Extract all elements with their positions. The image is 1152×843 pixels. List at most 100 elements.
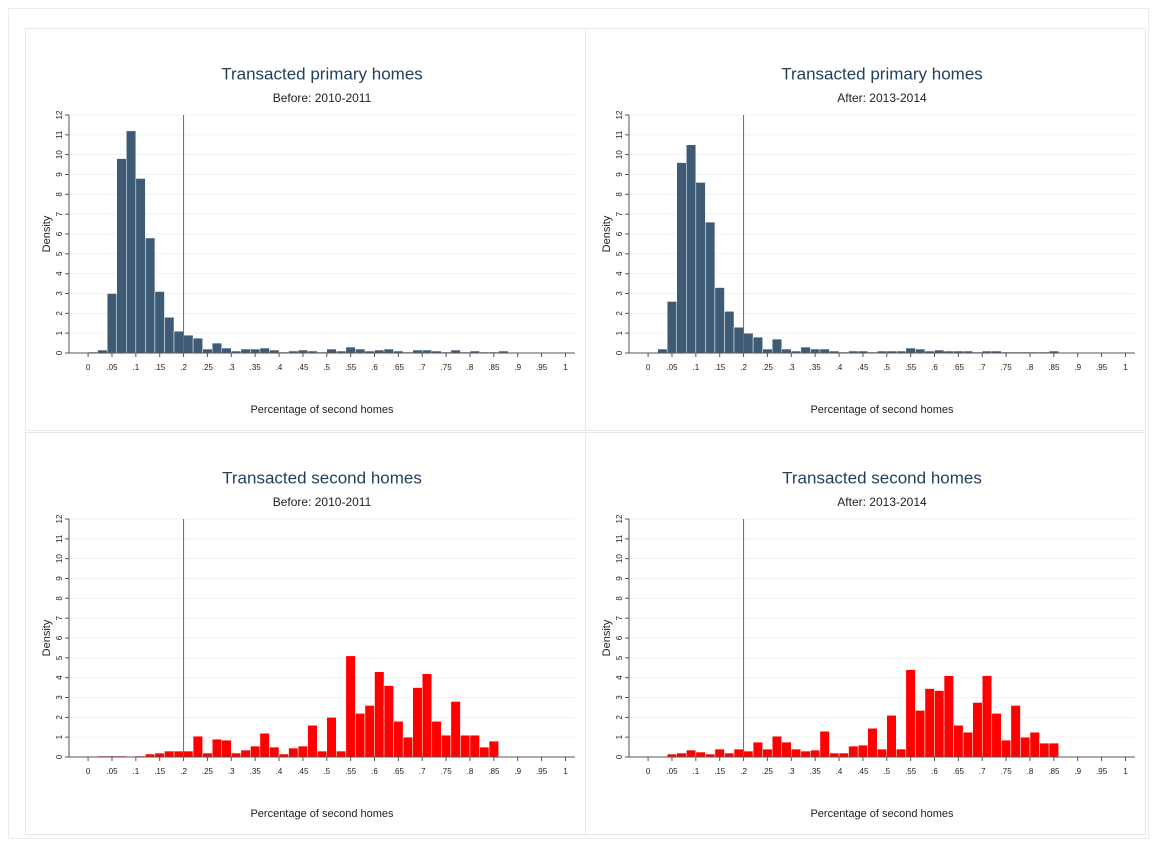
x-tick-label: 1 bbox=[563, 767, 568, 776]
x-tick-label: 1 bbox=[563, 363, 568, 372]
x-tick-label: .65 bbox=[953, 767, 965, 776]
x-tick-label: .55 bbox=[905, 363, 917, 372]
y-tick-label: 5 bbox=[55, 251, 64, 256]
bar bbox=[829, 752, 840, 758]
bar bbox=[819, 348, 830, 354]
x-tick-label: .4 bbox=[836, 767, 843, 776]
y-tick-label: 6 bbox=[615, 231, 624, 236]
bar bbox=[402, 736, 413, 758]
y-axis-title: Density bbox=[601, 215, 613, 252]
x-axis-title: Percentage of second homes bbox=[810, 404, 954, 416]
y-tick-label: 3 bbox=[55, 291, 64, 296]
x-tick-label: .2 bbox=[740, 767, 747, 776]
y-tick-label: 2 bbox=[55, 715, 64, 720]
panel: Transacted second homes Before: 2010-2011… bbox=[25, 432, 586, 835]
bar bbox=[1020, 736, 1031, 758]
y-tick-label: 0 bbox=[615, 754, 624, 759]
y-tick-label: 0 bbox=[55, 754, 64, 759]
bar bbox=[488, 740, 499, 758]
y-tick-label: 12 bbox=[615, 514, 624, 523]
x-tick-label: .1 bbox=[692, 767, 699, 776]
bar bbox=[733, 748, 744, 758]
x-tick-label: 0 bbox=[86, 363, 91, 372]
bar bbox=[714, 287, 725, 354]
bar bbox=[1001, 739, 1012, 758]
chart-subtitle: Before: 2010-2011 bbox=[273, 495, 372, 509]
x-tick-label: .35 bbox=[250, 767, 262, 776]
x-tick-label: .35 bbox=[810, 363, 822, 372]
x-axis-title: Percentage of second homes bbox=[250, 808, 394, 820]
bar bbox=[791, 748, 802, 758]
y-tick-label: 0 bbox=[55, 350, 64, 355]
bar bbox=[743, 750, 754, 758]
bar bbox=[450, 701, 461, 758]
x-tick-label: .75 bbox=[1001, 767, 1013, 776]
y-tick-label: 10 bbox=[615, 554, 624, 563]
bar bbox=[336, 750, 347, 758]
bar bbox=[250, 348, 261, 354]
x-tick-label: .5 bbox=[883, 767, 890, 776]
x-tick-label: .3 bbox=[788, 363, 795, 372]
y-tick-label: 7 bbox=[55, 615, 64, 620]
y-tick-label: 7 bbox=[615, 615, 624, 620]
bar bbox=[383, 348, 394, 354]
bar bbox=[934, 690, 945, 758]
y-tick-label: 1 bbox=[615, 330, 624, 335]
x-tick-label: .5 bbox=[323, 363, 330, 372]
bar bbox=[771, 338, 783, 354]
bar bbox=[800, 750, 811, 758]
x-tick-label: .75 bbox=[441, 767, 453, 776]
y-axis-title: Density bbox=[41, 619, 53, 656]
bar bbox=[240, 348, 251, 354]
x-tick-label: .05 bbox=[106, 363, 118, 372]
bar bbox=[431, 721, 442, 758]
bar bbox=[800, 346, 811, 354]
bar bbox=[259, 732, 270, 758]
bar bbox=[154, 752, 165, 758]
bar bbox=[752, 336, 763, 354]
x-tick-label: .9 bbox=[514, 767, 521, 776]
bar bbox=[676, 162, 687, 354]
x-tick-label: .85 bbox=[488, 767, 500, 776]
x-tick-label: .65 bbox=[953, 363, 965, 372]
chart-title: Transacted second homes bbox=[782, 468, 982, 487]
bar bbox=[924, 688, 935, 758]
x-tick-label: .7 bbox=[979, 767, 986, 776]
x-tick-label: .55 bbox=[905, 767, 917, 776]
y-tick-label: 12 bbox=[615, 110, 624, 119]
bar bbox=[771, 735, 783, 758]
y-tick-label: 3 bbox=[615, 695, 624, 700]
y-tick-label: 1 bbox=[55, 330, 64, 335]
panel-border bbox=[585, 432, 1146, 835]
bar bbox=[733, 326, 744, 354]
bar bbox=[221, 739, 232, 758]
bar bbox=[867, 727, 878, 758]
bar bbox=[876, 748, 888, 758]
x-tick-label: .05 bbox=[666, 767, 678, 776]
y-tick-label: 3 bbox=[615, 291, 624, 296]
bar bbox=[886, 715, 897, 758]
bar bbox=[676, 752, 687, 758]
bar bbox=[762, 348, 773, 354]
bar bbox=[479, 746, 490, 758]
bar bbox=[154, 291, 165, 354]
y-tick-label: 11 bbox=[615, 130, 624, 139]
x-tick-label: .15 bbox=[154, 767, 166, 776]
bar bbox=[972, 702, 983, 758]
y-tick-label: 6 bbox=[55, 231, 64, 236]
x-tick-label: .65 bbox=[393, 363, 405, 372]
bar bbox=[686, 749, 697, 758]
x-tick-label: .15 bbox=[714, 363, 726, 372]
bar bbox=[915, 348, 926, 354]
frame bbox=[8, 8, 1149, 839]
y-tick-label: 6 bbox=[615, 635, 624, 640]
y-tick-label: 9 bbox=[55, 172, 64, 177]
bar bbox=[838, 752, 849, 758]
panel: Transacted primary homes After: 2013-2014… bbox=[585, 28, 1146, 431]
x-tick-label: .95 bbox=[1096, 767, 1108, 776]
bar bbox=[164, 317, 175, 354]
y-axis-title: Density bbox=[41, 215, 53, 252]
bar bbox=[374, 671, 385, 758]
bar bbox=[943, 675, 954, 758]
